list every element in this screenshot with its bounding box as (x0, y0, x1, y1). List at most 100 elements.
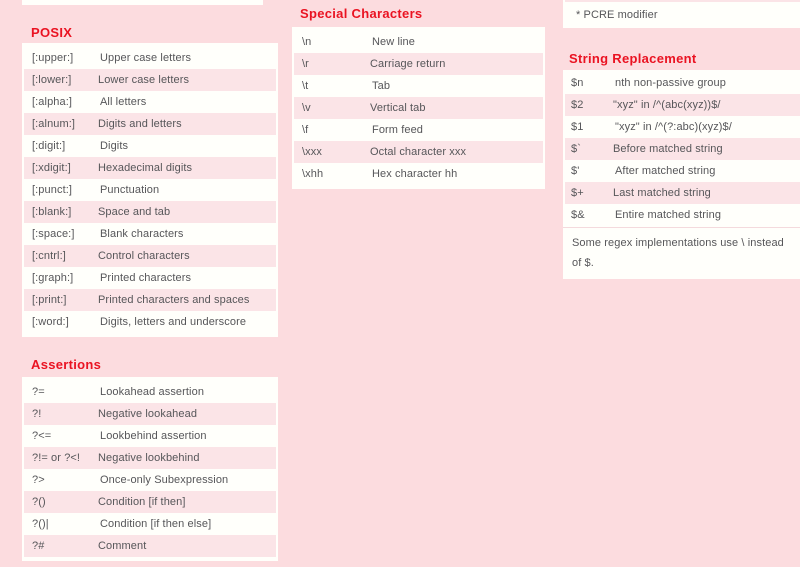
description-cell: Digits (100, 140, 129, 152)
pattern-cell: ?# (32, 540, 45, 552)
pattern-cell: [:alpha:] (32, 96, 73, 108)
pattern-cell: [:blank:] (32, 206, 72, 218)
assertions-table: ?= Lookahead assertion ?! Negative lookahe… (22, 377, 278, 561)
cutoff-table-remnant (22, 0, 263, 5)
table-row: \v Vertical tab (294, 97, 543, 119)
table-row: ?<= Lookbehind assertion (22, 425, 278, 447)
pattern-cell: [:cntrl:] (32, 250, 66, 262)
description-cell: Digits, letters and underscore (100, 316, 247, 328)
pattern-cell: $2 (571, 99, 584, 111)
description-cell: Negative lookahead (98, 408, 198, 420)
pattern-cell: $+ (571, 187, 584, 199)
pattern-cell: [:word:] (32, 316, 69, 328)
posix-table: [:upper:] Upper case letters [:lower:] Low… (22, 43, 278, 337)
pattern-cell: [:upper:] (32, 52, 74, 64)
pattern-cell: [:punct:] (32, 184, 73, 196)
description-cell: New line (372, 36, 415, 48)
description-cell: Entire matched string (615, 209, 722, 221)
assertions-section-title: Assertions (31, 357, 102, 372)
pattern-cell: \xxx (302, 146, 322, 158)
description-cell: Before matched string (613, 143, 723, 155)
pattern-cell: ?()| (32, 518, 49, 530)
replacement-note: Some regex implementations use \ instead… (563, 227, 800, 279)
pattern-cell: $' (571, 165, 580, 177)
posix-section-title: POSIX (31, 25, 73, 40)
pattern-cell: $` (571, 143, 581, 155)
description-cell: Condition [if then else] (100, 518, 212, 530)
pattern-cell: $& (571, 209, 585, 221)
pattern-cell: ?> (32, 474, 45, 486)
pattern-cell: [:print:] (32, 294, 67, 306)
description-cell: Printed characters (100, 272, 192, 284)
description-cell: All letters (100, 96, 147, 108)
pattern-cell: [:alnum:] (32, 118, 76, 130)
description-cell: Condition [if then] (98, 496, 186, 508)
description-cell: Lower case letters (98, 74, 190, 86)
pattern-cell: \r (302, 58, 309, 70)
description-cell: nth non-passive group (615, 77, 726, 89)
description-cell: Upper case letters (100, 52, 192, 64)
table-row: [:upper:] Upper case letters (22, 47, 278, 69)
string-replacement-section-title: String Replacement (569, 51, 697, 66)
description-cell: Carriage return (370, 58, 446, 70)
description-cell: After matched string (615, 165, 716, 177)
table-row: ?! Negative lookahead (24, 403, 276, 425)
pcre-footnote-text: * PCRE modifier (576, 9, 658, 21)
description-cell: Negative lookbehind (98, 452, 200, 464)
pattern-cell: $n (571, 77, 584, 89)
table-row: [:digit:] Digits (22, 135, 278, 157)
table-row: \xhh Hex character hh (292, 163, 545, 185)
description-cell: Vertical tab (370, 102, 426, 114)
pattern-cell: $1 (571, 121, 584, 133)
description-cell: "xyz" in /^(?:abc)(xyz)$/ (615, 121, 732, 133)
table-row: ?()| Condition [if then else] (22, 513, 278, 535)
pattern-cell: [:digit:] (32, 140, 66, 152)
description-cell: Punctuation (100, 184, 160, 196)
table-row: [:alpha:] All letters (22, 91, 278, 113)
table-row: $+ Last matched string (565, 182, 800, 204)
description-cell: Form feed (372, 124, 424, 136)
description-cell: Lookbehind assertion (100, 430, 207, 442)
pattern-cell: [:space:] (32, 228, 75, 240)
pattern-cell: ?() (32, 496, 46, 508)
pattern-cell: \xhh (302, 168, 324, 180)
table-row: $` Before matched string (565, 138, 800, 160)
description-cell: Control characters (98, 250, 190, 262)
table-row: \t Tab (292, 75, 545, 97)
pcre-footnote-box: * PCRE modifier (563, 0, 800, 28)
table-row: $1 "xyz" in /^(?:abc)(xyz)$/ (563, 116, 800, 138)
description-cell: Last matched string (613, 187, 711, 199)
pattern-cell: [:graph:] (32, 272, 74, 284)
description-cell: "xyz" in /^(abc(xyz))$/ (613, 99, 721, 111)
description-cell: Space and tab (98, 206, 171, 218)
description-cell: Octal character xxx (370, 146, 467, 158)
table-row: [:lower:] Lower case letters (24, 69, 276, 91)
string-replacement-table: $n nth non-passive group $2 "xyz" in /^(ab… (563, 70, 800, 279)
description-cell: Hex character hh (372, 168, 458, 180)
pattern-cell: [:xdigit:] (32, 162, 71, 174)
description-cell: Tab (372, 80, 391, 92)
table-row: ?> Once-only Subexpression (22, 469, 278, 491)
table-row: [:space:] Blank characters (22, 223, 278, 245)
table-row: $& Entire matched string (563, 204, 800, 226)
table-row: ?() Condition [if then] (24, 491, 276, 513)
pattern-cell: \n (302, 36, 312, 48)
description-cell: Printed characters and spaces (98, 294, 250, 306)
table-row: [:blank:] Space and tab (24, 201, 276, 223)
pattern-cell: [:lower:] (32, 74, 72, 86)
table-row: \xxx Octal character xxx (294, 141, 543, 163)
table-row: $' After matched string (563, 160, 800, 182)
table-row: [:print:] Printed characters and spaces (24, 289, 276, 311)
description-cell: Digits and letters (98, 118, 182, 130)
replacement-note-text: Some regex implementations use \ instead… (572, 237, 784, 269)
table-row: $n nth non-passive group (563, 72, 800, 94)
table-row: [:punct:] Punctuation (22, 179, 278, 201)
table-row: ?!= or ?<! Negative lookbehind (24, 447, 276, 469)
table-row: [:word:] Digits, letters and underscore (22, 311, 278, 333)
description-cell: Hexadecimal digits (98, 162, 193, 174)
description-cell: Once-only Subexpression (100, 474, 229, 486)
pattern-cell: ?<= (32, 430, 52, 442)
table-row: $2 "xyz" in /^(abc(xyz))$/ (565, 94, 800, 116)
table-row: [:xdigit:] Hexadecimal digits (24, 157, 276, 179)
